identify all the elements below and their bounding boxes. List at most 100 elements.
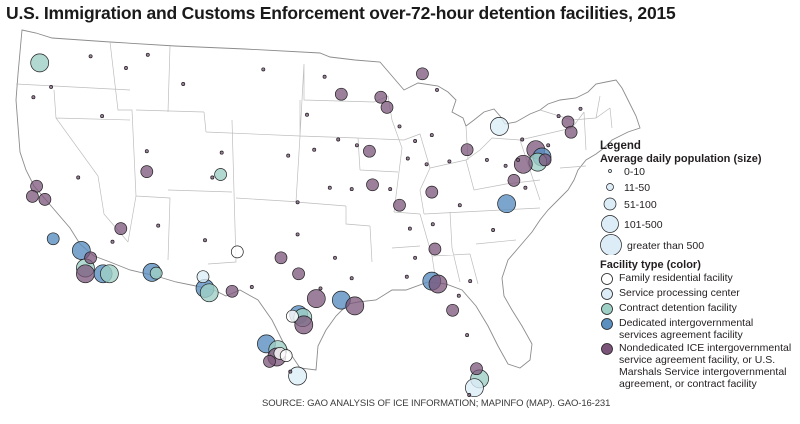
legend-size-circle-51-100 [603,197,617,211]
facility-marker [199,283,219,303]
facility-marker [230,245,244,259]
facility-marker [312,147,317,152]
legend-type-label: Family residential facility [619,272,733,284]
facility-marker [288,369,293,374]
facility-marker [322,74,327,79]
facility-marker [380,101,394,114]
facility-marker [546,143,551,148]
facility-marker [578,106,583,111]
facility-marker [318,286,323,291]
facility-marker [156,223,161,228]
facility-marker [286,153,291,158]
source-note: SOURCE: GAO ANALYSIS OF ICE INFORMATION;… [262,398,611,409]
facility-marker [181,82,186,86]
facility-marker [46,232,60,246]
facility-marker [366,178,379,192]
facility-marker [144,149,149,154]
legend-size-label: 11-50 [624,182,650,194]
facility-marker [467,393,472,397]
legend-size-label: 0-10 [624,166,645,178]
facility-marker [491,228,496,232]
facility-marker [404,274,409,279]
facility-marker [110,239,115,244]
legend: Legend Average daily population (size) 0… [600,140,800,390]
facility-marker [249,285,254,289]
legend-size-label: 101-500 [624,219,663,231]
facility-marker [334,87,348,101]
facility-marker [447,159,452,164]
legend-type-label: Dedicated intergovernmental services agr… [619,317,754,341]
facility-marker [327,185,332,190]
legend-size-circle-101-500 [601,215,619,233]
facility-marker [428,242,442,256]
facility-marker [349,276,354,281]
facility-marker [397,124,402,129]
legend-size-circle-11-50 [606,183,614,191]
facility-marker [354,143,359,148]
facility-marker [76,175,81,180]
facility-marker [465,333,470,338]
facility-marker [292,267,305,281]
facility-marker [333,255,337,260]
facility-marker [349,187,354,192]
facility-marker [336,137,341,142]
legend-size-circle-500-plus [600,234,622,255]
legend-type-service: Service processing center [600,287,800,301]
facility-marker [556,114,561,119]
facility-marker [416,67,429,81]
facility-marker [210,175,215,180]
facility-marker [263,355,276,368]
facility-marker [513,154,533,174]
legend-type-label: Service processing center [619,287,740,299]
facility-marker [503,163,508,168]
map-basemap [15,29,641,371]
facility-marker [425,185,439,199]
facility-marker [413,139,418,143]
legend-swatch-contract [601,303,613,315]
facility-marker [203,238,207,243]
legend-type-dedicated: Dedicated intergovernmental services agr… [600,317,800,341]
facility-marker [460,143,474,157]
facility-marker [38,193,52,206]
facility-marker [388,187,393,192]
facility-marker [497,194,516,214]
facility-marker [435,87,439,92]
facility-marker [295,200,300,205]
facility-marker [84,251,97,265]
facility-marker [145,52,150,57]
facility-marker [516,157,521,162]
facility-marker [279,349,293,362]
facility-marker [26,190,39,203]
legend-swatch-family [601,273,613,285]
facility-marker [564,125,578,139]
facility-layer [26,52,583,398]
facility-marker [88,54,93,59]
facility-marker [468,279,473,284]
facility-marker [288,366,307,386]
facility-marker [345,296,365,316]
legend-size-label: greater than 500 [627,240,704,252]
facility-marker [196,270,210,284]
facility-marker [428,274,448,294]
map-title: U.S. Immigration and Customs Enforcement… [6,3,676,23]
facility-marker [484,157,489,162]
facility-marker [214,168,227,181]
facility-marker [149,266,163,280]
facility-marker [124,66,128,70]
facility-marker [374,90,388,104]
legend-type-nondedicated: Nondedicated ICE intergovernmental servi… [600,342,800,390]
facility-marker [507,174,521,187]
facility-marker [100,264,119,284]
facility-marker [393,198,406,212]
facility-marker [490,117,509,136]
facility-marker [457,203,462,208]
legend-type-label: Nondedicated ICE intergovernmental servi… [619,342,792,390]
facility-marker [286,309,299,323]
facility-marker [407,226,412,231]
facility-marker [405,156,410,161]
facility-marker [114,222,128,235]
facility-marker [76,264,95,284]
facility-marker [520,137,525,142]
facility-marker [363,144,376,158]
facility-marker [306,289,326,308]
